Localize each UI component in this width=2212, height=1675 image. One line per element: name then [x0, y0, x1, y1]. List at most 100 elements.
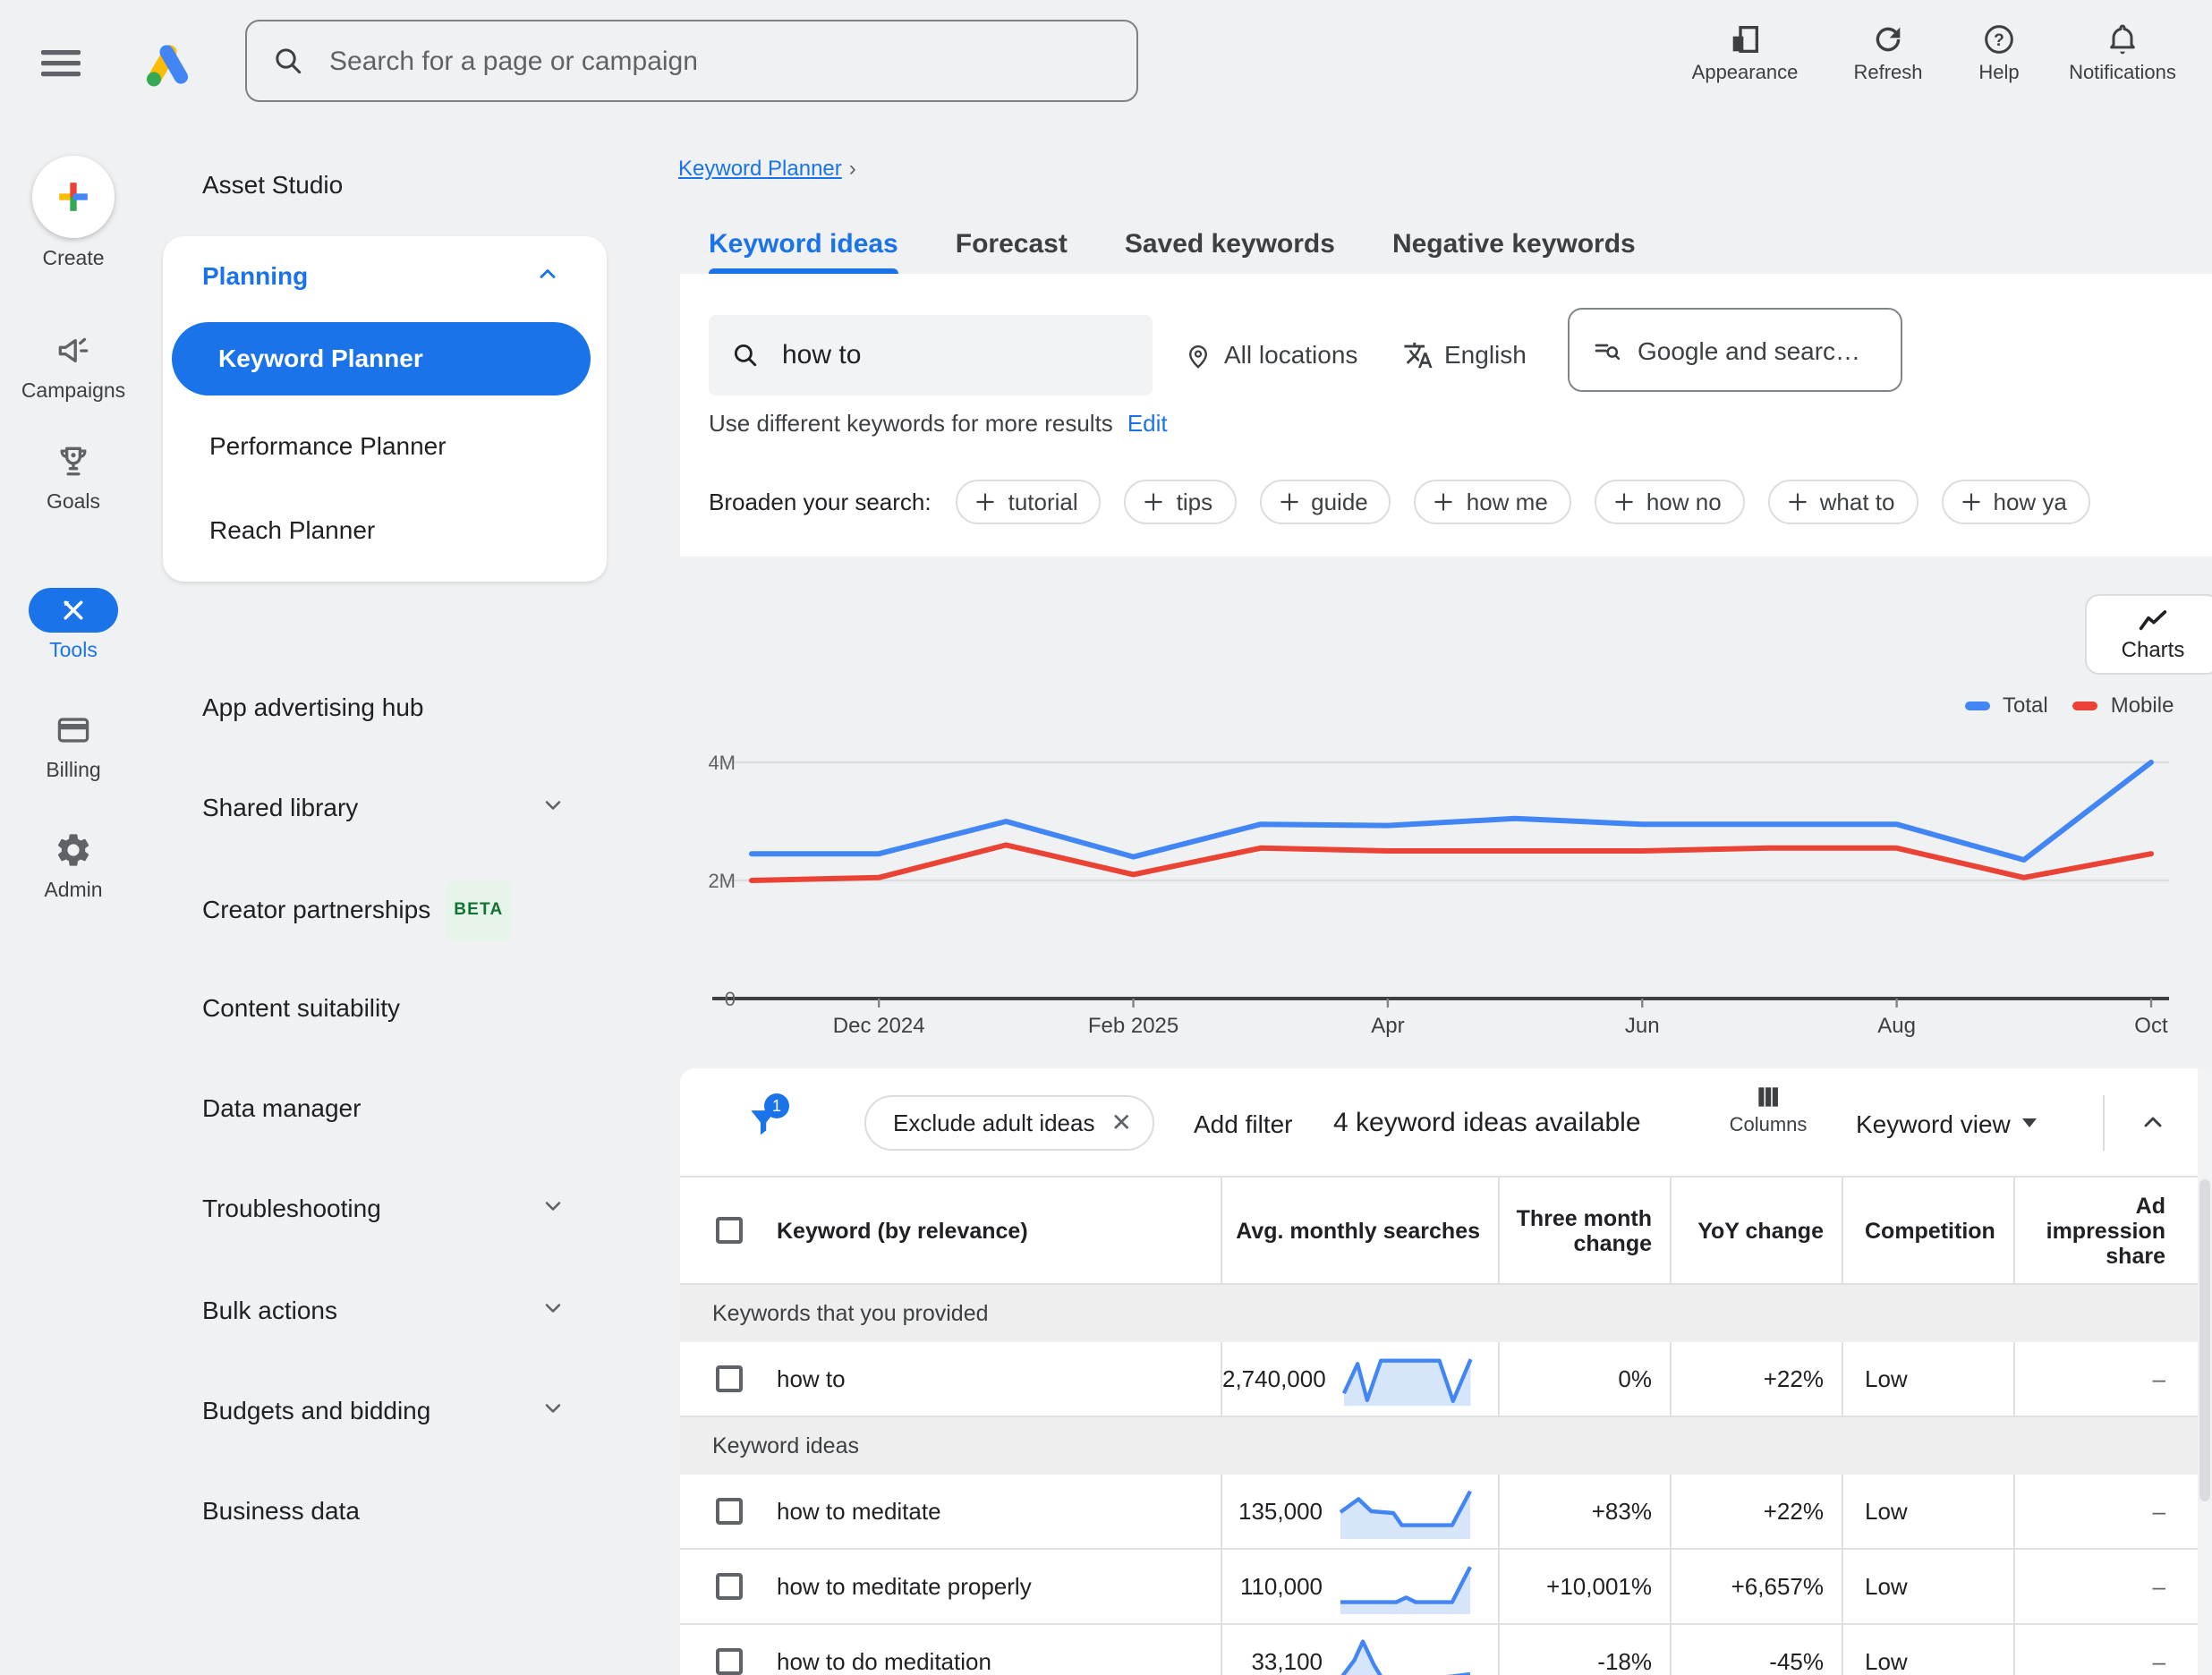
header-label: Competition [1865, 1218, 1995, 1243]
create-button[interactable]: Create [0, 156, 147, 270]
sidebar-item-reach-planner[interactable]: Reach Planner [209, 515, 376, 544]
broaden-chip-tutorial[interactable]: tutorial [956, 480, 1102, 524]
close-icon[interactable]: ✕ [1110, 1108, 1132, 1136]
chart-section: Charts Total Mobile 4M 2M 0 Dec 2024 Feb 2025… [680, 557, 2212, 1068]
keyword-view-selector[interactable]: Keyword view [1856, 1068, 2038, 1178]
broaden-chip-tips[interactable]: tips [1124, 480, 1237, 524]
tab-saved-keywords[interactable]: Saved keywords [1124, 229, 1335, 259]
broaden-chip-what-to[interactable]: what to [1767, 480, 1918, 524]
header-ad-impression-share[interactable]: Ad impression share [2013, 1178, 2198, 1283]
three-month-change-cell: +83% [1498, 1475, 1670, 1548]
filter-icon[interactable]: 1 [744, 1093, 791, 1149]
sidebar-item-keyword-planner[interactable]: Keyword Planner [172, 322, 591, 395]
broaden-chip-how-no[interactable]: how no [1594, 480, 1745, 524]
sidebar-item-creator-partnerships[interactable]: Creator partnerships BETA [161, 880, 608, 941]
chart-legend: Total Mobile [1965, 693, 2174, 718]
rail-item-campaigns[interactable]: Campaigns [0, 327, 147, 403]
rail-item-billing[interactable]: Billing [0, 707, 147, 782]
broaden-chip-how-me[interactable]: how me [1414, 480, 1571, 524]
edit-link[interactable]: Edit [1127, 410, 1168, 437]
menu-icon[interactable] [38, 41, 84, 84]
topbar: Appearance Refresh? Help Notifications [0, 0, 2212, 125]
avg-searches-value: 110,000 [1239, 1573, 1323, 1600]
header-competition[interactable]: Competition [1842, 1178, 2013, 1283]
rail-item-admin[interactable]: Admin [0, 827, 147, 902]
tab-negative-keywords[interactable]: Negative keywords [1391, 229, 1636, 259]
add-filter-button[interactable]: Add filter [1194, 1109, 1293, 1137]
keyword-search-field[interactable] [709, 315, 1153, 395]
yoy-change-cell: +22% [1670, 1342, 1842, 1416]
sidebar-item-asset-studio[interactable]: Asset Studio [202, 170, 344, 199]
header-avg-monthly-searches[interactable]: Avg. monthly searches [1221, 1178, 1498, 1283]
sidebar-item-bulk-actions[interactable]: Bulk actions [161, 1283, 608, 1337]
row-checkbox[interactable] [716, 1365, 743, 1392]
language-selector[interactable]: English [1403, 324, 1527, 385]
sidebar-item-data-manager[interactable]: Data manager [161, 1081, 608, 1135]
breadcrumb-link[interactable]: Keyword Planner [678, 156, 842, 181]
keyword-input[interactable] [778, 338, 1101, 372]
breadcrumb-chevron: › [848, 156, 856, 181]
collapse-chevron-icon[interactable] [2139, 1108, 2167, 1136]
caret-down-icon [2022, 1118, 2038, 1127]
help-icon: ? [1981, 21, 2017, 57]
tab-forecast[interactable]: Forecast [955, 229, 1068, 259]
search-icon [730, 340, 761, 370]
competition-cell: Low [1842, 1342, 2013, 1416]
broaden-chip-how-ya[interactable]: how ya [1941, 480, 2090, 524]
chip-label: how no [1646, 489, 1722, 515]
keyword-label: how to [777, 1365, 846, 1392]
network-selector[interactable]: Google and searc… [1568, 308, 1902, 392]
keyword-label: how to meditate properly [777, 1573, 1032, 1600]
global-search-input[interactable] [326, 44, 1042, 78]
sidebar-item-performance-planner[interactable]: Performance Planner [209, 431, 447, 460]
keyword-label: how to do meditation [777, 1648, 991, 1675]
tab-bar: Keyword ideas Forecast Saved keywords Negat… [709, 215, 1636, 274]
rail-item-goals[interactable]: Goals [0, 438, 147, 514]
header-yoy-change[interactable]: YoY change [1670, 1178, 1842, 1283]
google-ads-logo [141, 38, 195, 91]
chevron-down-icon [540, 1396, 566, 1421]
columns-button[interactable]: Columns [1727, 1083, 1809, 1136]
sidebar-item-label: Business data [202, 1496, 360, 1525]
help-button[interactable]: ? Help [1954, 0, 2044, 125]
location-selector[interactable]: All locations [1183, 324, 1357, 385]
sparkline [1341, 1357, 1473, 1406]
global-search[interactable] [245, 20, 1138, 102]
sidebar-item-business-data[interactable]: Business data [161, 1484, 608, 1537]
plus-icon [1960, 490, 1983, 514]
competition-cell: Low [1842, 1625, 2013, 1675]
select-all-checkbox[interactable] [716, 1217, 743, 1244]
header-three-month-change[interactable]: Three month change [1498, 1178, 1670, 1283]
sidebar-item-shared-library[interactable]: Shared library [161, 780, 608, 834]
scrollbar-thumb[interactable] [2199, 1179, 2210, 1501]
filter-chip-exclude-adult[interactable]: Exclude adult ideas ✕ [864, 1095, 1155, 1151]
sidebar-item-troubleshooting[interactable]: Troubleshooting [161, 1181, 608, 1235]
keyword-cell: how to do meditation [680, 1625, 1221, 1675]
row-checkbox[interactable] [716, 1573, 743, 1600]
competition-cell: Low [1842, 1550, 2013, 1623]
sidebar-item-content-suitability[interactable]: Content suitability [161, 981, 608, 1034]
series-total [749, 760, 2154, 863]
plus-icon [1433, 490, 1456, 514]
sidebar-item-budgets-and-bidding[interactable]: Budgets and bidding [161, 1383, 608, 1437]
broaden-chip-guide[interactable]: guide [1259, 480, 1391, 524]
row-checkbox[interactable] [716, 1648, 743, 1675]
keyword-cell: how to [680, 1342, 1221, 1416]
header-label: YoY change [1697, 1218, 1824, 1243]
header-keyword-by-relevance-[interactable]: Keyword (by relevance) [680, 1178, 1221, 1283]
chip-label: what to [1819, 489, 1895, 515]
filter-count-badge: 1 [764, 1093, 789, 1118]
rail-item-label: Campaigns [21, 381, 126, 403]
avg-monthly-searches-cell: 2,740,000 [1221, 1342, 1498, 1416]
refresh-button[interactable]: Refresh [1822, 0, 1954, 125]
row-checkbox[interactable] [716, 1498, 743, 1525]
appearance-button[interactable]: Appearance [1668, 0, 1822, 125]
sidebar-item-app-advertising-hub[interactable]: App advertising hub [161, 680, 608, 734]
tab-keyword-ideas[interactable]: Keyword ideas [709, 215, 898, 274]
charts-button[interactable]: Charts [2085, 594, 2212, 675]
sidebar-item-label: Content suitability [202, 993, 401, 1022]
sidebar-item-planning[interactable]: Planning [163, 251, 607, 301]
notifications-button[interactable]: Notifications [2044, 0, 2201, 125]
rail-item-tools[interactable]: Tools [0, 587, 147, 662]
breadcrumb[interactable]: Keyword Planner › [678, 156, 856, 181]
